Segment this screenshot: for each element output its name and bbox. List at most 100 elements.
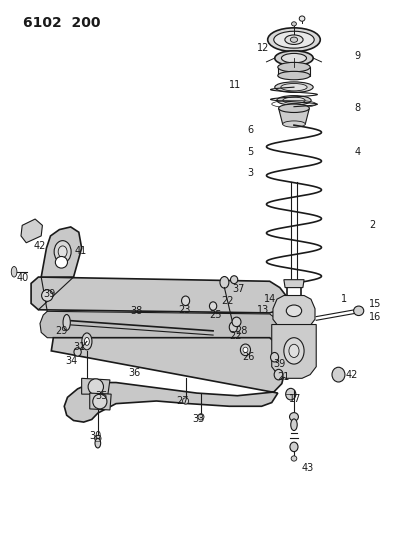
Text: 12: 12: [257, 43, 269, 53]
Polygon shape: [90, 393, 111, 410]
Ellipse shape: [82, 333, 92, 350]
Ellipse shape: [278, 104, 309, 112]
Ellipse shape: [277, 62, 309, 72]
Ellipse shape: [290, 419, 297, 431]
Ellipse shape: [55, 256, 67, 268]
Ellipse shape: [74, 348, 81, 356]
Ellipse shape: [331, 367, 344, 382]
Ellipse shape: [289, 413, 298, 421]
Text: 34: 34: [65, 357, 78, 367]
Text: 15: 15: [368, 300, 380, 310]
Ellipse shape: [274, 51, 312, 66]
Ellipse shape: [182, 398, 188, 404]
Text: 35: 35: [96, 391, 108, 401]
Ellipse shape: [243, 347, 247, 352]
Polygon shape: [31, 277, 285, 313]
Polygon shape: [40, 311, 279, 341]
Ellipse shape: [289, 442, 297, 451]
Ellipse shape: [209, 302, 216, 310]
Ellipse shape: [95, 439, 100, 448]
Text: 17: 17: [288, 394, 301, 405]
Ellipse shape: [88, 379, 103, 394]
Text: 27: 27: [176, 396, 189, 406]
Polygon shape: [283, 280, 303, 288]
Ellipse shape: [285, 389, 295, 400]
Polygon shape: [41, 227, 81, 277]
Text: 22: 22: [220, 296, 233, 306]
Ellipse shape: [94, 435, 101, 442]
Ellipse shape: [231, 317, 240, 327]
Ellipse shape: [41, 290, 53, 301]
Ellipse shape: [288, 344, 298, 358]
Ellipse shape: [282, 121, 305, 127]
Ellipse shape: [54, 241, 71, 263]
Ellipse shape: [290, 456, 296, 461]
Polygon shape: [21, 219, 42, 243]
Text: 26: 26: [242, 352, 254, 362]
Text: 13: 13: [256, 305, 268, 315]
Text: 16: 16: [368, 312, 380, 321]
Ellipse shape: [299, 16, 304, 21]
Ellipse shape: [284, 35, 302, 44]
Ellipse shape: [276, 95, 310, 105]
Text: 2: 2: [368, 220, 374, 230]
Text: 6: 6: [247, 125, 253, 135]
Text: 25: 25: [209, 310, 221, 320]
Polygon shape: [278, 108, 309, 124]
Text: 38: 38: [130, 306, 142, 316]
Ellipse shape: [353, 306, 363, 316]
Text: 22: 22: [229, 331, 241, 341]
Ellipse shape: [281, 53, 306, 63]
Text: 36: 36: [128, 368, 140, 378]
Text: 3: 3: [247, 167, 253, 177]
Text: 28: 28: [235, 326, 247, 336]
Polygon shape: [51, 338, 285, 422]
Ellipse shape: [63, 314, 70, 330]
Text: 1: 1: [339, 294, 346, 304]
Ellipse shape: [58, 246, 67, 257]
Polygon shape: [272, 295, 314, 327]
Ellipse shape: [285, 305, 301, 317]
Text: 23: 23: [178, 305, 191, 315]
Ellipse shape: [92, 394, 107, 409]
Text: 21: 21: [276, 372, 289, 382]
Text: 9: 9: [354, 51, 360, 61]
Text: 42: 42: [33, 241, 45, 252]
Ellipse shape: [230, 276, 237, 284]
Text: 4: 4: [354, 147, 360, 157]
Polygon shape: [81, 378, 110, 394]
Text: 29: 29: [55, 326, 67, 336]
Ellipse shape: [291, 22, 296, 26]
Ellipse shape: [282, 97, 304, 103]
Polygon shape: [277, 67, 309, 76]
Ellipse shape: [181, 296, 189, 305]
Text: 40: 40: [17, 273, 29, 283]
Text: 37: 37: [232, 284, 244, 294]
Ellipse shape: [198, 414, 204, 420]
Ellipse shape: [280, 84, 306, 91]
Text: 14: 14: [263, 294, 275, 304]
Ellipse shape: [229, 322, 237, 333]
Ellipse shape: [11, 266, 17, 277]
Ellipse shape: [283, 338, 303, 364]
Text: 42: 42: [345, 369, 357, 379]
Ellipse shape: [219, 277, 228, 288]
Text: 41: 41: [74, 246, 87, 256]
Ellipse shape: [274, 369, 282, 380]
Text: 39: 39: [43, 289, 55, 299]
Text: 11: 11: [229, 79, 241, 90]
Text: 39: 39: [273, 359, 285, 369]
Text: 8: 8: [354, 103, 360, 114]
Ellipse shape: [84, 337, 89, 345]
Text: 30: 30: [90, 431, 102, 441]
Ellipse shape: [270, 352, 278, 362]
Text: 6102  200: 6102 200: [23, 16, 100, 30]
Ellipse shape: [273, 31, 313, 48]
Ellipse shape: [290, 37, 297, 42]
Text: 33: 33: [191, 415, 204, 424]
Text: 43: 43: [301, 463, 313, 473]
Ellipse shape: [267, 28, 319, 52]
Ellipse shape: [274, 82, 312, 92]
Text: 5: 5: [247, 147, 253, 157]
Ellipse shape: [277, 71, 309, 80]
